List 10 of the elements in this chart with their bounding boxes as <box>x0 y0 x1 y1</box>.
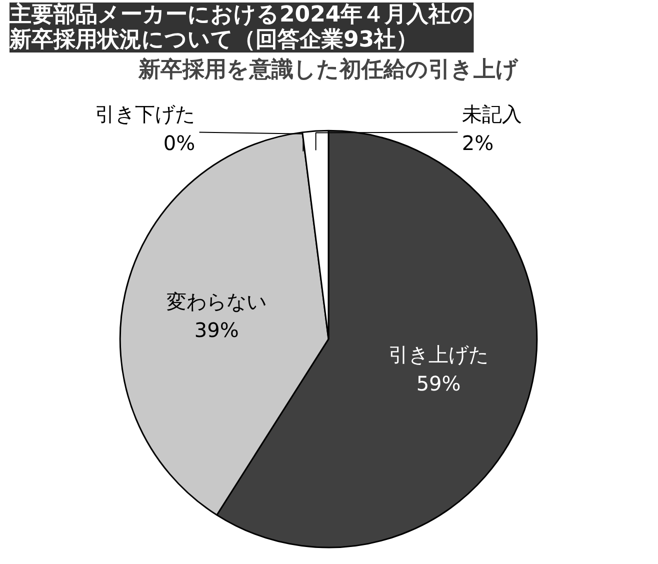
chart-subtitle: 新卒採用を意識した初任給の引き上げ <box>138 56 518 82</box>
data-label: 59% <box>416 371 461 396</box>
chart-title: 主要部品メーカーにおける2024年４月入社の新卒採用状況について（回答企業93社） <box>8 2 474 52</box>
slice-label: 引き上げた <box>388 342 489 367</box>
data-label: 2% <box>462 130 494 155</box>
text: 0% <box>163 130 196 155</box>
data-label: 39% <box>194 318 239 342</box>
slice-label: 未記入 <box>462 102 522 126</box>
category-label: 引き下げた <box>95 102 196 126</box>
slice-label: 変わらない <box>166 289 267 314</box>
